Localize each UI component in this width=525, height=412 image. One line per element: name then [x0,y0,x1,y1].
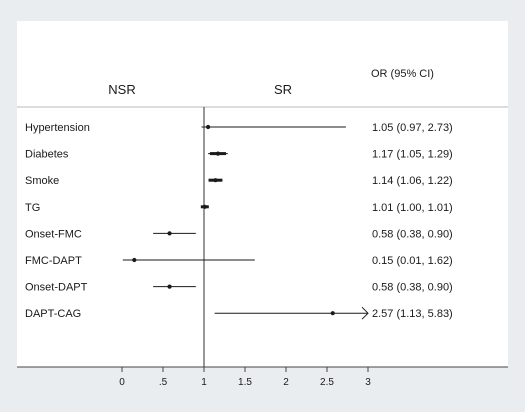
point-estimate-onset-fmc [167,231,172,236]
x-tick-label-2-5: 2.5 [320,377,334,388]
or-ci-value-hypertension: 1.05 (0.97, 2.73) [372,122,453,134]
row-label-onset-fmc: Onset-FMC [25,228,82,240]
row-label-tg: TG [25,202,40,214]
row-label-fmc-dapt: FMC-DAPT [25,255,82,267]
point-estimate-onset-dapt [167,284,172,289]
point-estimate-tg [202,204,207,209]
point-estimate-smoke [213,178,218,183]
point-estimate-hypertension [206,124,211,130]
or-ci-value-smoke: 1.14 (1.06, 1.22) [372,175,453,187]
x-tick-label-0: 0 [119,377,125,388]
x-tick-label-2: 2 [283,377,289,388]
row-label-dapt-cag: DAPT-CAG [25,308,81,320]
or-ci-value-fmc-dapt: 0.15 (0.01, 1.62) [372,255,453,267]
row-label-smoke: Smoke [25,175,59,187]
x-tick-label-0-5: .5 [159,377,168,388]
or-ci-value-diabetes: 1.17 (1.05, 1.29) [372,149,453,161]
left-side-label: NSR [108,82,135,97]
row-label-hypertension: Hypertension [25,122,90,134]
point-estimate-dapt-cag [330,311,335,316]
or-ci-value-onset-fmc: 0.58 (0.38, 0.90) [372,228,453,240]
x-tick-label-1-5: 1.5 [238,377,252,388]
or-ci-value-tg: 1.01 (1.00, 1.01) [372,202,453,214]
chart-marks: Hypertension 1.05 (0.97, 2.73) Diabetes 1.1… [25,107,453,367]
or-ci-value-onset-dapt: 0.58 (0.38, 0.90) [372,282,453,294]
x-axis-ticks: 0 .5 1 1.5 2 2.5 3 [119,367,371,388]
x-tick-label-1: 1 [201,377,207,388]
column-header: OR (95% CI) [371,68,434,80]
row-label-onset-dapt: Onset-DAPT [25,282,88,294]
point-estimate-fmc-dapt [132,257,137,263]
x-tick-label-3: 3 [365,377,371,388]
row-label-diabetes: Diabetes [25,149,69,161]
plot-panel [17,21,508,367]
ci-truncation-arrow-dapt-cag [361,306,369,320]
point-estimate-diabetes [215,151,221,156]
or-ci-value-dapt-cag: 2.57 (1.13, 5.83) [372,308,453,320]
right-side-label: SR [274,82,292,97]
